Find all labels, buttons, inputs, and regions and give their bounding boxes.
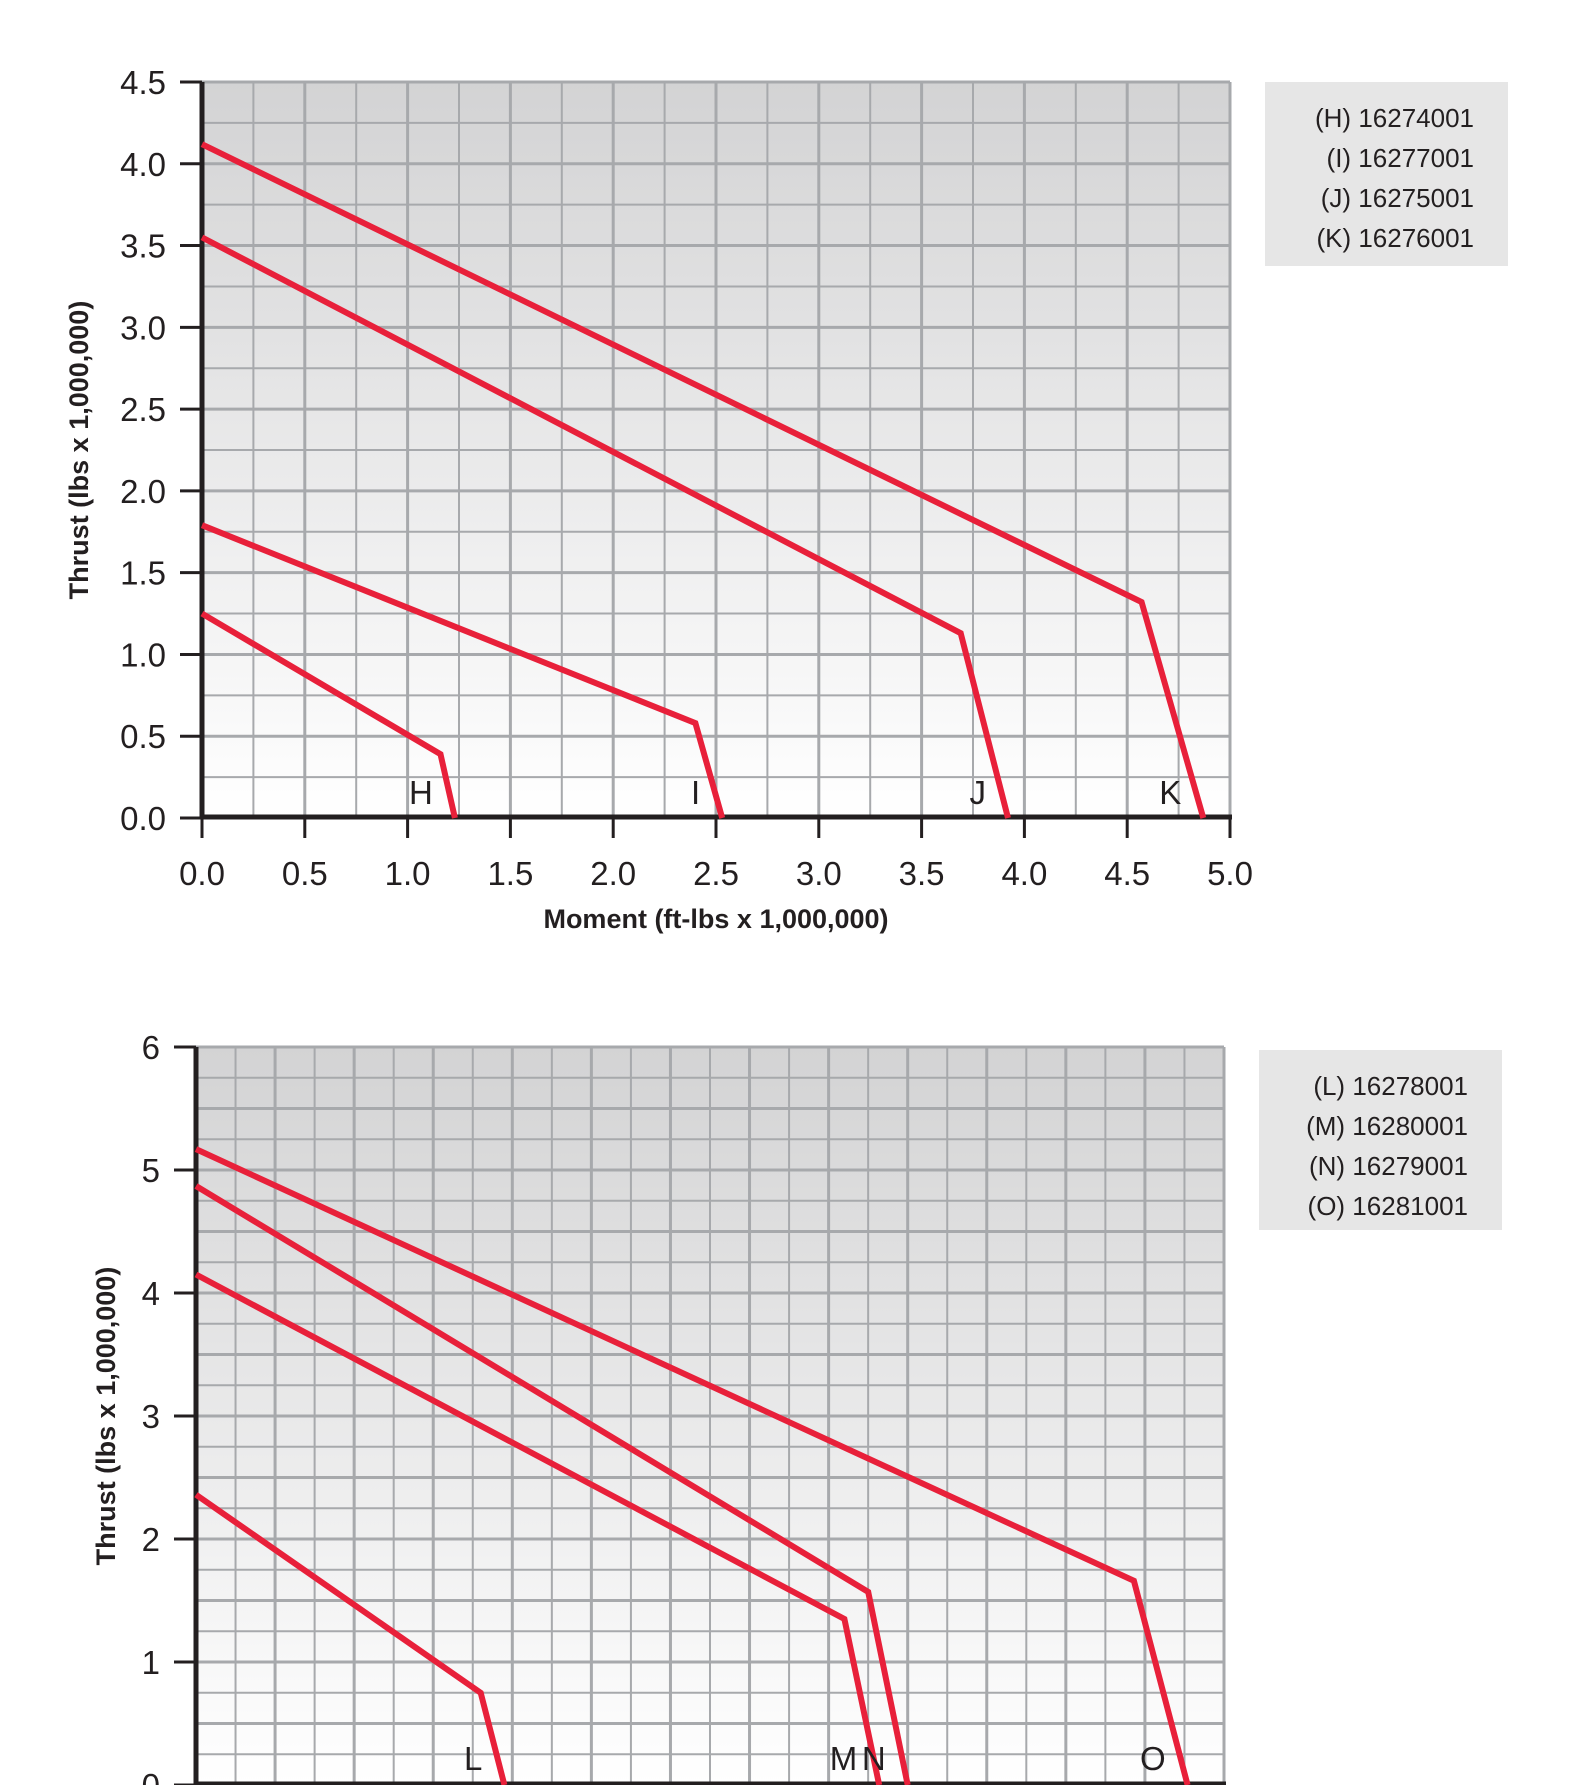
x-tick-label: 0.0: [179, 855, 225, 892]
y-tick-label: 0: [142, 1767, 160, 1785]
y-tick-label: 2.5: [120, 391, 166, 428]
series-label-I: I: [691, 774, 700, 811]
x-axis-label: Moment (ft-lbs x 1,000,000): [543, 904, 888, 934]
y-tick-label: 3: [142, 1398, 160, 1435]
series-label-M: M: [830, 1740, 858, 1777]
series-label-K: K: [1159, 774, 1181, 811]
y-tick-label: 1: [142, 1644, 160, 1681]
y-tick-label: 1.5: [120, 555, 166, 592]
series-line-M: [194, 1271, 883, 1786]
series-line-O: [194, 1146, 1191, 1786]
y-axis-label: Thrust (lbs x 1,000,000): [91, 1267, 121, 1566]
legend-box-bottom: (L) 16278001 (M) 16280001 (N) 16279001 (O) …: [1259, 1050, 1502, 1230]
y-tick-label: 4.0: [120, 146, 166, 183]
legend-entry: (H) 16274001: [1315, 103, 1474, 133]
series-label-J: J: [969, 774, 986, 811]
y-tick-label: 4: [142, 1275, 160, 1312]
series-line-K: [200, 141, 1207, 819]
y-tick-label: 0.5: [120, 718, 166, 755]
x-tick-label: 0.5: [282, 855, 328, 892]
y-tick-label: 3.5: [120, 228, 166, 265]
y-axis-label: Thrust (lbs x 1,000,000): [64, 301, 94, 600]
x-tick-label: 1.0: [385, 855, 431, 892]
legend-entry: (K) 16276001: [1316, 223, 1474, 253]
x-tick-label: 2.5: [693, 855, 739, 892]
legend-entry: (I) 16277001: [1326, 143, 1474, 173]
y-tick-label: 2.0: [120, 473, 166, 510]
x-tick-label: 3.0: [796, 855, 842, 892]
series-line-I: [200, 522, 726, 819]
y-tick-label: 2: [142, 1521, 160, 1558]
legend-entry: (M) 16280001: [1306, 1111, 1468, 1141]
x-tick-label: 4.5: [1104, 855, 1150, 892]
chart-bottom: 0 1 2 3 4 5 6 Thrust (lbs x 1,000,000) L MN O: [91, 1029, 1226, 1790]
chart-top: 0.0 0.5 1.0 1.5 2.0 2.5 3.0 3.5 4.0 4.5 0.0 0.5 1.0 1…: [64, 64, 1253, 934]
x-tick-label: 4.0: [1001, 855, 1047, 892]
y-tick-label: 5: [142, 1152, 160, 1189]
x-tick-label: 3.5: [899, 855, 945, 892]
x-tick-label: 5.0: [1207, 855, 1253, 892]
y-tick-label: 6: [142, 1029, 160, 1066]
series-line-J: [200, 234, 1011, 819]
series-line-N: [194, 1183, 911, 1786]
legend-entry: (O) 16281001: [1307, 1191, 1468, 1221]
x-tick-label: 2.0: [590, 855, 636, 892]
legend-entry: (L) 16278001: [1313, 1071, 1468, 1101]
x-tick-label: 1.5: [487, 855, 533, 892]
y-tick-label: 3.0: [120, 309, 166, 346]
y-tick-label: 4.5: [120, 64, 166, 101]
series-line-H: [200, 611, 458, 819]
legend-box-top: (H) 16274001 (I) 16277001 (J) 16275001 (K) …: [1265, 82, 1508, 266]
series-line-L: [194, 1492, 508, 1786]
y-tick-label: 0.0: [120, 800, 166, 837]
series-label-O: O: [1140, 1740, 1166, 1777]
legend-entry: (J) 16275001: [1320, 183, 1474, 213]
series-label-L: L: [464, 1740, 482, 1777]
series-label-H: H: [409, 774, 433, 811]
series-label-N: N: [862, 1740, 886, 1777]
legend-entry: (N) 16279001: [1309, 1151, 1468, 1181]
y-tick-label: 1.0: [120, 636, 166, 673]
